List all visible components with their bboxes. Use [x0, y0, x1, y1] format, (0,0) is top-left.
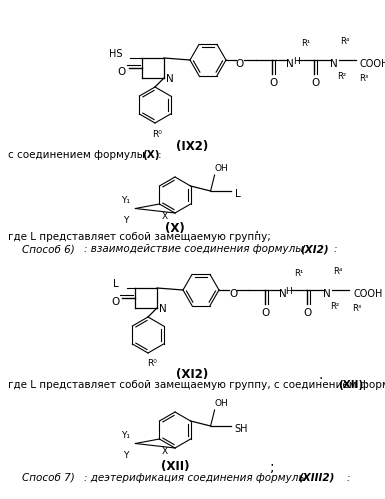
Text: (XII): (XII): [338, 380, 363, 390]
Text: N: N: [323, 289, 331, 299]
Text: где L представляет собой замещаемую группу, с соединением формулы: где L представляет собой замещаемую груп…: [8, 380, 385, 390]
Text: R⁴: R⁴: [340, 37, 349, 46]
Text: R⁰: R⁰: [152, 130, 162, 139]
Text: N: N: [279, 289, 287, 299]
Text: R²: R²: [337, 72, 346, 81]
Text: Y₁: Y₁: [121, 196, 130, 205]
Text: Y: Y: [123, 451, 128, 460]
Text: :: :: [346, 473, 350, 483]
Text: N: N: [330, 59, 338, 69]
Text: .: .: [318, 368, 322, 382]
Text: R¹: R¹: [301, 39, 311, 48]
Text: O: O: [262, 308, 270, 318]
Text: :: :: [333, 244, 336, 254]
Text: с соединением формулы: с соединением формулы: [8, 150, 148, 160]
Text: X: X: [161, 212, 167, 221]
Text: R³: R³: [352, 304, 362, 313]
Text: H: H: [286, 286, 292, 295]
Text: ;: ;: [270, 460, 275, 474]
Text: COOH: COOH: [360, 59, 385, 69]
Text: (X): (X): [165, 222, 185, 235]
Text: L: L: [234, 189, 240, 199]
Text: Способ 7): Способ 7): [22, 473, 75, 483]
Text: O: O: [269, 78, 277, 88]
Text: COOH: COOH: [353, 289, 382, 299]
Text: (XII): (XII): [161, 460, 189, 473]
Text: OH: OH: [214, 399, 228, 408]
Text: N: N: [286, 59, 294, 69]
Text: где L представляет собой замещаемую группу;: где L представляет собой замещаемую груп…: [8, 232, 271, 242]
Text: X: X: [161, 447, 167, 456]
Text: R²: R²: [330, 302, 340, 311]
Text: R³: R³: [359, 74, 368, 83]
Text: (XI2): (XI2): [176, 368, 208, 381]
Text: (IX2): (IX2): [176, 140, 208, 153]
Text: H: H: [293, 56, 300, 65]
Text: N: N: [166, 74, 174, 84]
Text: (XI2): (XI2): [300, 244, 329, 254]
Text: O: O: [111, 297, 119, 307]
Text: : взаимодействие соединения формулы: : взаимодействие соединения формулы: [84, 244, 307, 254]
Text: Способ 6): Способ 6): [22, 244, 75, 254]
Text: O: O: [304, 308, 312, 318]
Text: R⁴: R⁴: [333, 267, 342, 276]
Text: O: O: [118, 67, 126, 77]
Text: R¹: R¹: [295, 269, 304, 278]
Text: SH: SH: [234, 424, 248, 434]
Text: HS: HS: [109, 49, 122, 59]
Text: (XIII2): (XIII2): [298, 473, 335, 483]
Text: O: O: [236, 59, 244, 69]
Text: :: :: [365, 380, 368, 390]
Text: O: O: [311, 78, 319, 88]
Text: : деэтерификация соединения формулы: : деэтерификация соединения формулы: [84, 473, 310, 483]
Text: :: :: [158, 150, 162, 160]
Text: (X): (X): [142, 150, 159, 160]
Text: R⁰: R⁰: [147, 359, 157, 368]
Text: N: N: [159, 304, 167, 314]
Text: O: O: [229, 289, 237, 299]
Text: OH: OH: [214, 164, 228, 173]
Text: Y₁: Y₁: [121, 431, 130, 440]
Text: Y: Y: [123, 216, 128, 225]
Text: .: .: [255, 222, 259, 236]
Text: L: L: [113, 279, 119, 289]
